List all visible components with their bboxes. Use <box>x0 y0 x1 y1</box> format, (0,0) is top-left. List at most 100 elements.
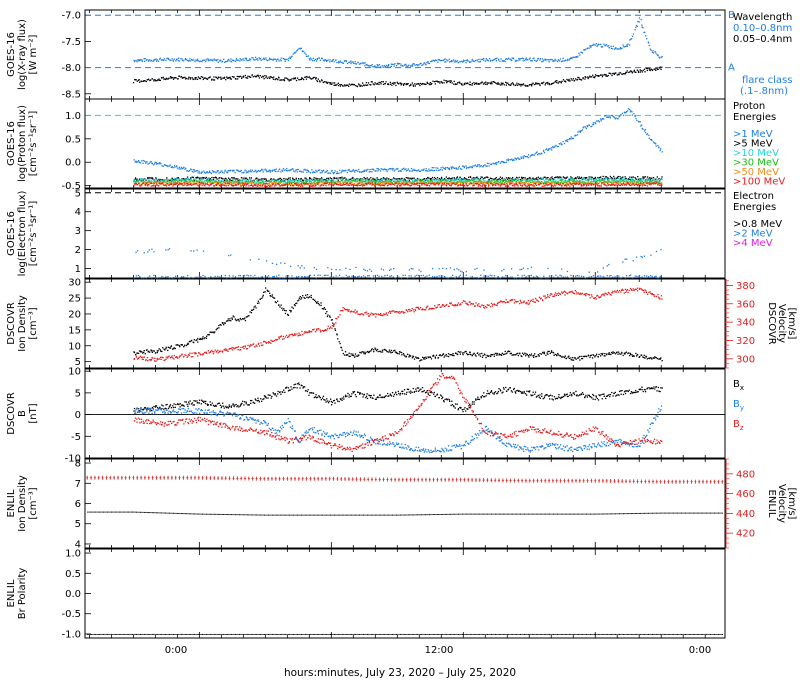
data-point <box>656 176 658 178</box>
data-point <box>169 76 172 78</box>
data-point <box>398 185 401 187</box>
data-point <box>615 72 617 74</box>
data-point <box>552 179 554 181</box>
data-point <box>569 178 571 180</box>
data-point <box>209 59 211 62</box>
data-point <box>378 64 381 66</box>
data-point <box>132 82 135 84</box>
data-point <box>162 184 165 186</box>
data-point <box>295 79 298 82</box>
data-point <box>229 76 231 78</box>
data-point <box>314 171 316 173</box>
data-point <box>584 76 586 78</box>
data-point <box>411 82 413 84</box>
data-point <box>593 43 595 45</box>
data-point <box>138 182 140 184</box>
plot-frame <box>84 98 726 189</box>
data-point <box>305 177 307 179</box>
data-point <box>553 180 555 182</box>
data-point <box>459 184 461 186</box>
data-point <box>475 82 477 84</box>
data-point <box>381 65 383 67</box>
data-point <box>444 61 446 63</box>
data-point <box>362 184 365 186</box>
data-point <box>284 58 286 61</box>
y-tick-label: -0.5 <box>61 181 81 192</box>
data-point <box>460 60 463 62</box>
data-point <box>585 48 587 50</box>
data-point <box>140 162 142 164</box>
data-point <box>405 182 407 184</box>
data-point <box>298 183 300 185</box>
data-point <box>257 183 259 185</box>
data-point <box>263 178 265 180</box>
data-point <box>211 59 213 61</box>
data-point <box>554 184 556 186</box>
data-point <box>177 184 179 186</box>
data-point <box>321 178 324 180</box>
data-point <box>619 184 622 187</box>
data-point <box>573 180 576 182</box>
data-point <box>390 183 392 185</box>
legend-entry: >100 MeV <box>733 177 785 188</box>
data-point <box>321 184 323 186</box>
data-point <box>341 179 343 182</box>
data-point <box>560 142 562 144</box>
data-point <box>357 180 359 182</box>
data-point <box>602 175 604 178</box>
data-point <box>585 177 587 179</box>
data-point <box>407 83 409 85</box>
data-point <box>635 178 638 181</box>
data-point <box>580 130 582 132</box>
data-point <box>146 161 148 163</box>
data-point <box>201 171 203 173</box>
data-point <box>153 184 155 186</box>
data-point <box>182 178 185 180</box>
data-point <box>256 74 258 77</box>
data-point <box>171 166 173 168</box>
data-point <box>607 181 609 183</box>
data-point <box>412 181 414 183</box>
data-point <box>629 111 632 113</box>
data-point <box>254 75 256 77</box>
data-point <box>163 179 166 182</box>
data-point <box>525 185 527 187</box>
data-point <box>629 180 631 182</box>
data-point <box>600 118 602 120</box>
data-point <box>178 57 180 59</box>
data-point <box>469 84 472 86</box>
data-point <box>432 170 434 172</box>
data-point <box>245 180 248 183</box>
data-point <box>450 180 452 182</box>
data-point <box>535 83 537 85</box>
data-point <box>360 171 362 173</box>
data-point <box>335 181 337 183</box>
data-point <box>368 182 370 184</box>
data-point <box>160 178 162 181</box>
data-point <box>504 179 506 182</box>
data-point <box>633 113 635 115</box>
data-point <box>311 179 313 181</box>
data-point <box>261 184 264 186</box>
data-point <box>631 184 633 186</box>
data-point <box>523 155 525 157</box>
data-point <box>344 181 346 183</box>
data-point <box>557 145 559 148</box>
data-point <box>241 182 243 185</box>
data-point <box>141 180 143 182</box>
data-point <box>495 163 498 166</box>
data-point <box>537 154 539 156</box>
data-point <box>427 184 429 186</box>
data-point <box>337 179 339 181</box>
data-point <box>133 159 135 161</box>
data-point <box>368 171 370 173</box>
data-point <box>312 178 315 181</box>
data-point <box>223 181 225 183</box>
data-point <box>524 85 527 87</box>
data-point <box>475 176 477 179</box>
data-point <box>573 178 575 180</box>
data-point <box>629 44 631 46</box>
data-point <box>278 180 281 182</box>
data-point <box>494 58 496 60</box>
data-point <box>597 120 600 122</box>
